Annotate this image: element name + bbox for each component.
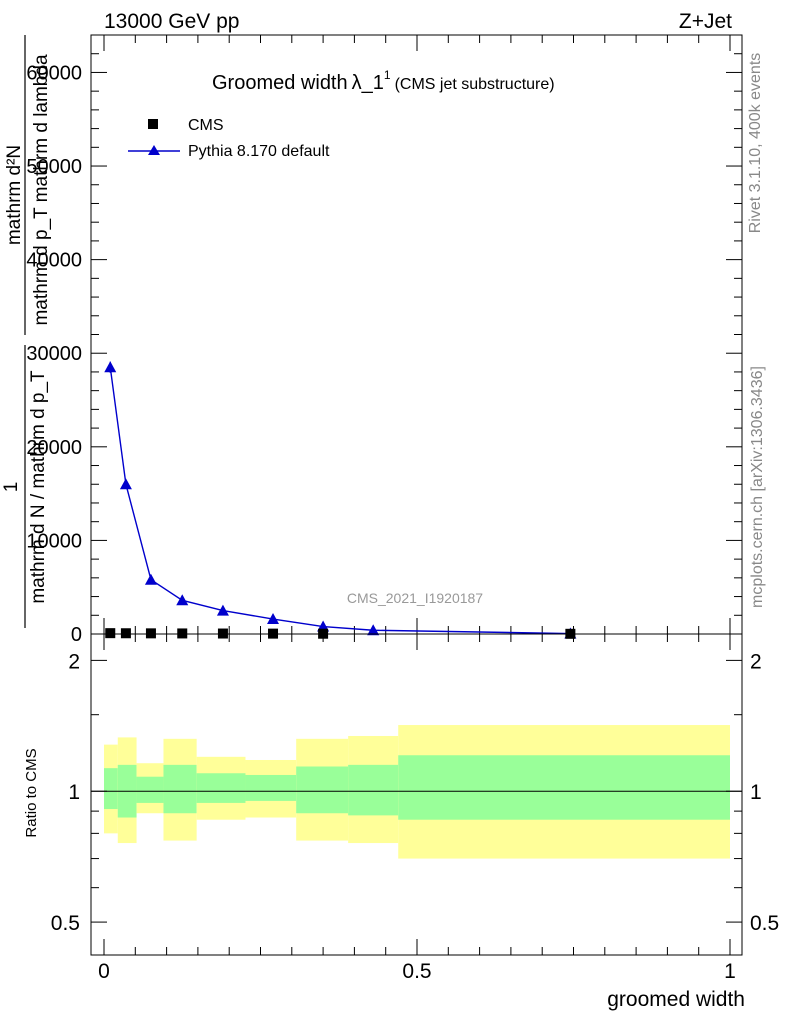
main-y-axis-label: mathrm d²N mathrm d p_T mathrm d lambda … <box>1 35 52 628</box>
pythia-point <box>119 478 132 490</box>
legend: CMS Pythia 8.170 default <box>128 117 330 160</box>
ratio-y-tick-label: 2 <box>68 650 80 673</box>
main-y-tick-label: 50000 <box>26 156 82 178</box>
ratio-y-tick-labels: 0.5 1 2 <box>51 650 80 935</box>
main-panel: 0 10000 20000 30000 40000 50000 60000 Groomed … <box>1 34 743 646</box>
ratio-panel: 0.512 0.512 0 0.5 1 Ratio to CMS groomed w… <box>23 633 779 1011</box>
ratio-y-tick-label: 0.5 <box>51 912 80 935</box>
main-y-tick-label: 0 <box>71 624 82 646</box>
ratio-inner-band <box>398 755 730 820</box>
ratio-inner-band <box>136 776 164 803</box>
pythia-point <box>104 361 117 373</box>
legend-pythia-label: Pythia 8.170 default <box>188 143 330 160</box>
chart-title-symbol: λ_1 <box>352 72 384 94</box>
ratio-y-label: Ratio to CMS <box>23 748 40 837</box>
ratio-x-tick-label: 1 <box>724 960 736 983</box>
pythia-point <box>176 594 189 606</box>
cms-point <box>145 628 156 639</box>
mcplots-label: mcplots.cern.ch [arXiv:1306.3436] <box>749 366 766 608</box>
process-label: Z+Jet <box>679 10 732 33</box>
ratio-bands <box>104 725 730 859</box>
main-axis-ticks <box>91 35 742 635</box>
main-y-tick-label: 20000 <box>26 437 82 459</box>
main-y-tick-label: 30000 <box>26 343 82 365</box>
chart-title-suffix: (CMS jet substructure) <box>395 76 555 93</box>
ratio-y-tick-label-right: 0.5 <box>750 912 779 935</box>
ratio-inner-band <box>196 773 246 803</box>
energy-label: 13000 GeV pp <box>104 10 239 33</box>
chart-title-text: Groomed width <box>212 72 348 94</box>
chart-title-superscript: 1 <box>384 68 391 82</box>
ratio-x-tick-label: 0 <box>98 960 110 983</box>
pythia-point <box>267 613 280 625</box>
pythia-line <box>109 367 571 635</box>
main-y-tick-label: 60000 <box>26 62 82 84</box>
y-label-denominator: mathrm d p_T mathrm d lambda <box>31 54 52 325</box>
ratio-y-tick-labels-right: 0.5 1 2 <box>750 650 779 935</box>
main-y-tick-labels: 0 10000 20000 30000 40000 50000 60000 <box>26 62 82 646</box>
ratio-x-tick-labels: 0 0.5 1 <box>98 960 736 983</box>
ratio-inner-band <box>348 764 399 816</box>
legend-cms-label: CMS <box>188 117 224 134</box>
main-y-tick-label: 10000 <box>26 530 82 552</box>
legend-cms-marker <box>148 119 158 129</box>
pythia-point <box>216 604 229 616</box>
cms-point <box>120 628 131 639</box>
ratio-inner-band <box>163 764 197 814</box>
legend-pythia-marker <box>148 145 160 155</box>
ratio-axis-ticks <box>91 634 742 955</box>
main-y-tick-label: 40000 <box>26 250 82 272</box>
ratio-y-tick-label-right: 2 <box>750 650 762 673</box>
ratio-inner-band <box>296 766 349 814</box>
cms-point <box>105 628 116 639</box>
analysis-id: CMS_2021_I1920187 <box>347 590 483 606</box>
main-series <box>104 361 577 639</box>
rivet-version-label: Rivet 3.1.10, 400k events <box>747 53 764 234</box>
ratio-x-tick-label: 0.5 <box>402 960 431 983</box>
pythia-point <box>367 624 380 636</box>
ratio-inner-band <box>245 774 297 801</box>
x-axis-label: groomed width <box>607 988 745 1011</box>
pythia-point <box>144 573 157 585</box>
ratio-y-tick-label-right: 1 <box>750 781 762 804</box>
chart-title: Groomed width λ_11 (CMS jet substructure) <box>212 68 555 94</box>
cms-point <box>177 628 188 639</box>
y-label-prefix-denominator: mathrm d N / mathrm d p_T <box>28 370 49 604</box>
y-label-numerator: mathrm d²N <box>4 145 25 245</box>
ratio-inner-band <box>104 768 118 810</box>
ratio-y-tick-label: 1 <box>68 781 80 804</box>
y-label-prefix: 1 <box>1 482 22 493</box>
